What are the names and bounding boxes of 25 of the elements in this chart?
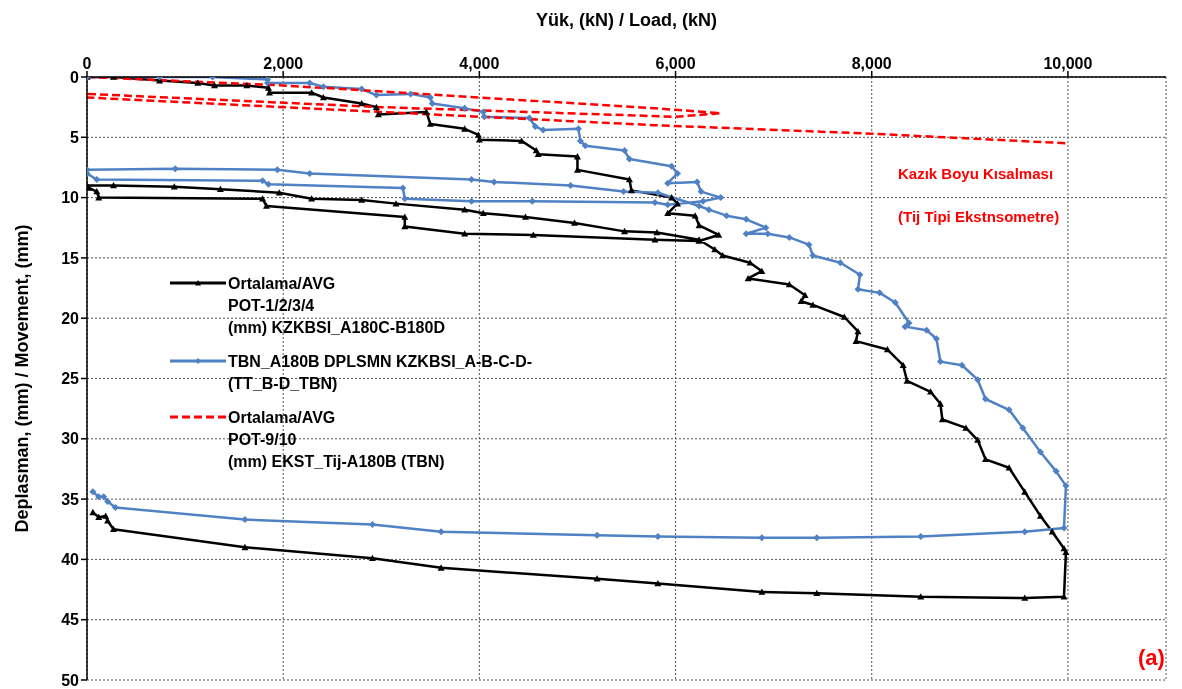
x-tick-label: 10,000: [1043, 55, 1093, 72]
y-axis-title: Deplasman, (mm) / Movement, (mm): [12, 224, 33, 533]
x-tick-label: 8,000: [851, 55, 892, 72]
x-tick-label: 4,000: [459, 55, 500, 72]
y-tick-label: 20: [61, 309, 80, 327]
y-tick-label: 10: [61, 189, 80, 207]
legend-label: Ortalama/AVG POT-9/10 (mm) EKST_Tij-A180B (TBN): [228, 408, 445, 472]
y-tick-label: 15: [61, 249, 80, 267]
y-tick-label: 30: [61, 430, 80, 448]
x-axis-title: Yük, (kN) / Load, (kN): [535, 9, 718, 30]
y-tick-label: 0: [70, 68, 80, 86]
x-tick-label: 2,000: [263, 55, 304, 72]
y-tick-label: 40: [61, 551, 80, 569]
x-tick-label: 6,000: [655, 55, 696, 72]
y-tick-label: 35: [61, 490, 80, 508]
y-tick-label: 50: [61, 671, 80, 689]
x-tick-label: 0: [82, 55, 92, 72]
annotation: (Tij Tipi Ekstnsometre): [898, 208, 1060, 225]
legend-label: Ortalama/AVG POT-1/2/3/4 (mm) KZKBSI_A180C-B180D: [228, 274, 445, 338]
annotation: (a): [1138, 645, 1165, 671]
legend-label: TBN_A180B DPLSMN KZKBSI_A-B-C-D- (TT_B-D_TBN): [228, 352, 533, 394]
annotation: Kazık Boyu Kısalması: [898, 165, 1054, 182]
y-tick-label: 25: [61, 370, 80, 388]
y-tick-label: 5: [70, 128, 80, 146]
y-tick-label: 45: [61, 611, 80, 629]
